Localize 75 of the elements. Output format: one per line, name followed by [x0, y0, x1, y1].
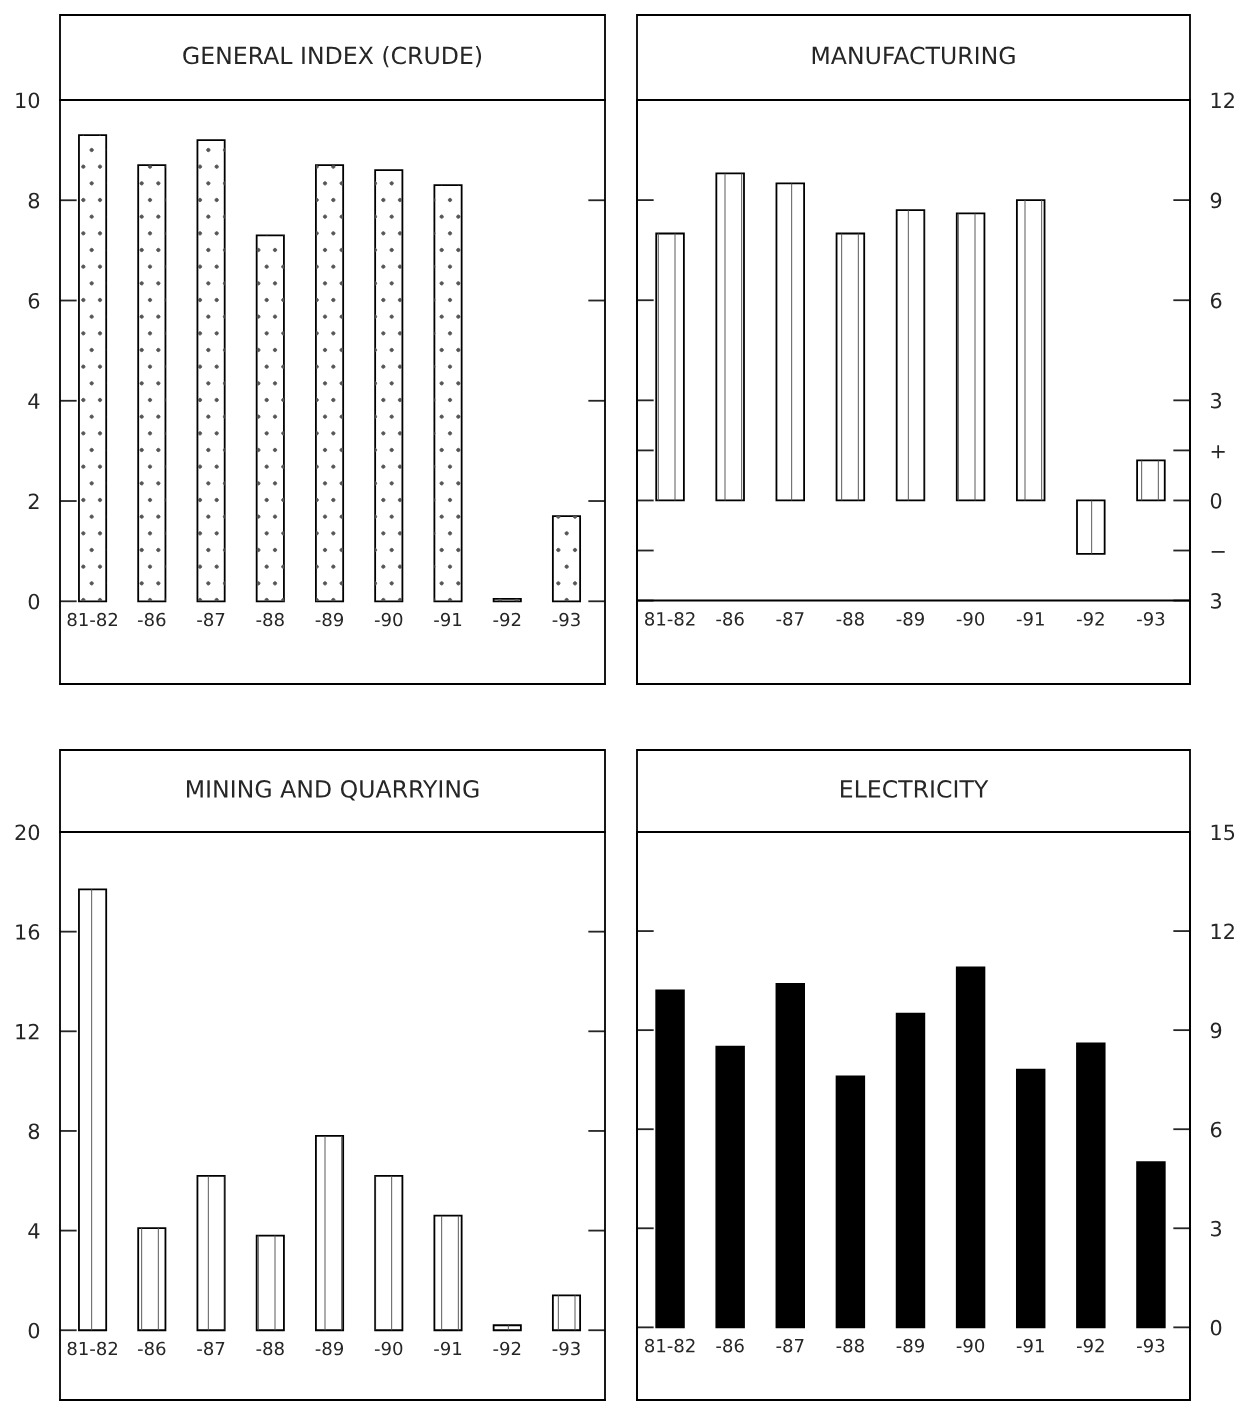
x-tick-label: -90 [374, 612, 403, 627]
bar [955, 966, 986, 1329]
y2-tick-label: 12 [1211, 923, 1234, 939]
y-tick-label: 10 [16, 92, 40, 109]
x-tick-label: -93 [552, 1341, 580, 1356]
bar [775, 983, 806, 1329]
x-tick-label: -89 [896, 612, 924, 626]
y-tick-label: 12 [16, 1023, 39, 1040]
x-tick-label: -92 [493, 1341, 521, 1356]
x-tick-label: -86 [716, 612, 744, 626]
x-tick-label: -93 [1137, 1338, 1165, 1353]
x-tick-label: 81-82 [645, 612, 695, 626]
y2-tick-label: 0 [1210, 1319, 1222, 1336]
x-tick-label: -88 [836, 1338, 864, 1353]
chart-title: MINING AND QUARRYING [187, 779, 479, 801]
y-tick-label: 4 [28, 393, 40, 409]
x-tick-label: 81-82 [645, 1338, 695, 1353]
y2-tick-label: 0 [1210, 492, 1222, 509]
y2-tick-label: + [1211, 445, 1225, 459]
x-tick-label: -90 [956, 1338, 985, 1353]
x-tick-label: -93 [552, 612, 580, 627]
y2-tick-label: − [1211, 551, 1225, 553]
x-tick-label: -89 [315, 1341, 344, 1356]
y2-tick-label: 6 [1210, 1121, 1222, 1138]
x-tick-label: -91 [434, 612, 462, 627]
chart-title: MANUFACTURING [812, 46, 1015, 65]
y-tick-label: 6 [28, 292, 40, 309]
y-tick-label: 0 [28, 1322, 40, 1339]
x-tick-label: -90 [374, 1341, 403, 1356]
x-tick-label: -91 [1016, 1338, 1044, 1353]
bar [1136, 1161, 1166, 1329]
y2-tick-label: 6 [1210, 292, 1222, 309]
bar [1015, 1068, 1046, 1329]
x-tick-label: -90 [956, 612, 985, 626]
y2-tick-label: 12 [1211, 92, 1234, 108]
y-tick-label: 8 [28, 1123, 40, 1140]
x-tick-label: -87 [776, 612, 804, 626]
x-tick-label: -91 [434, 1341, 462, 1356]
y-tick-label: 0 [28, 593, 40, 610]
x-tick-label: -87 [197, 1341, 225, 1356]
x-tick-label: -92 [493, 612, 521, 627]
chart-title: GENERAL INDEX (CRUDE) [183, 46, 482, 68]
x-tick-label: -93 [1137, 612, 1165, 626]
y-tick-label: 8 [28, 192, 40, 209]
x-tick-label: -86 [137, 1341, 166, 1356]
x-tick-label: -92 [1076, 612, 1104, 626]
chart-title: ELECTRICITY [841, 779, 989, 798]
y2-tick-label: 3 [1211, 1220, 1222, 1237]
x-tick-label: -91 [1016, 612, 1044, 626]
x-tick-label: -86 [137, 612, 166, 627]
x-tick-label: 81-82 [67, 1341, 118, 1356]
x-tick-label: -87 [197, 612, 225, 627]
bar [715, 1045, 745, 1329]
y2-tick-label: 9 [1210, 1022, 1222, 1039]
x-tick-label: -89 [896, 1338, 924, 1353]
x-tick-label: -88 [256, 612, 284, 627]
y-tick-label: 16 [16, 924, 40, 940]
x-tick-label: -88 [256, 1341, 284, 1356]
y-tick-label: 2 [28, 493, 39, 509]
x-tick-label: 81-82 [67, 612, 118, 627]
x-tick-label: -87 [776, 1338, 804, 1353]
y2-tick-label: 15 [1211, 824, 1235, 841]
bar [835, 1075, 866, 1329]
y2-tick-label: 9 [1210, 192, 1222, 209]
bar [1076, 1042, 1106, 1329]
y-tick-label: 20 [15, 824, 40, 841]
bar [895, 1012, 926, 1329]
bar [655, 989, 685, 1329]
x-tick-label: -92 [1076, 1338, 1104, 1353]
x-tick-label: -89 [315, 612, 344, 627]
y2-tick-label: 3 [1211, 392, 1222, 409]
x-tick-label: -86 [716, 1338, 744, 1353]
y-tick-label: 4 [28, 1223, 40, 1239]
x-tick-label: -88 [836, 612, 864, 626]
y2-tick-label: 3 [1211, 593, 1222, 609]
